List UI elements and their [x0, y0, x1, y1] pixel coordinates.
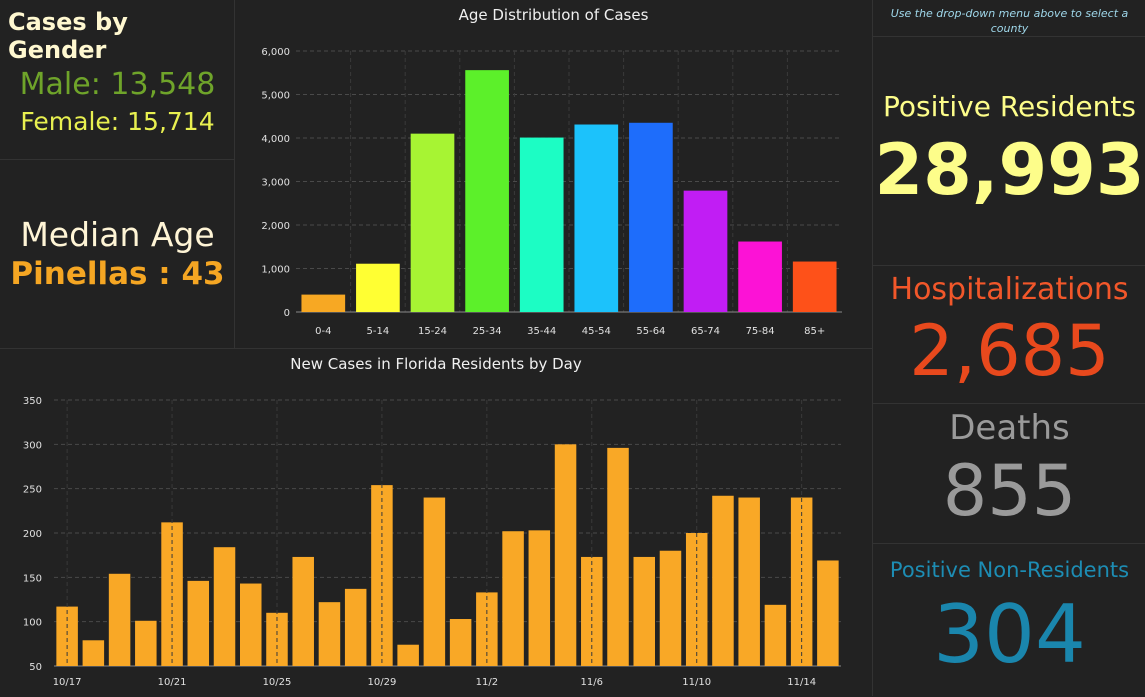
age-bar	[792, 261, 837, 312]
age-xtick-label: 15-24	[418, 326, 447, 337]
stats-panel: Use the drop-down menu above to select a…	[872, 0, 1145, 696]
age-bar	[410, 133, 455, 312]
age-xtick-label: 65-74	[691, 326, 720, 337]
daily-xtick-label: 10/25	[263, 677, 292, 688]
age-ytick-label: 2,000	[261, 221, 290, 232]
daily-bar	[161, 522, 183, 666]
non-residents-label: Positive Non-Residents	[889, 558, 1130, 582]
daily-bar	[56, 606, 78, 666]
daily-bar	[607, 447, 629, 666]
age-xtick-label: 5-14	[367, 326, 390, 337]
age-xtick-label: 85+	[804, 326, 825, 337]
hospitalizations-card: Hospitalizations 2,685	[873, 266, 1145, 404]
daily-xtick-label: 11/10	[682, 677, 711, 688]
daily-bar	[292, 556, 314, 666]
daily-bar	[528, 530, 551, 666]
age-bar	[465, 70, 509, 312]
daily-bar	[213, 547, 236, 666]
daily-bar	[423, 497, 446, 666]
gender-title: Cases by Gender	[8, 8, 128, 64]
daily-bar	[397, 644, 419, 666]
positive-residents-card: Positive Residents 28,993	[873, 37, 1145, 266]
daily-bar	[476, 592, 498, 666]
male-count: Male: 13,548	[19, 67, 216, 102]
age-ytick-label: 3,000	[261, 178, 290, 189]
daily-bar	[659, 550, 682, 666]
non-residents-value: 304	[933, 588, 1086, 681]
daily-xtick-label: 10/21	[158, 677, 187, 688]
daily-bar	[502, 531, 524, 666]
median-age-label: Median Age	[20, 215, 215, 254]
daily-bar	[712, 495, 734, 666]
daily-bar	[790, 497, 813, 666]
county-hint: Use the drop-down menu above to select a…	[873, 0, 1145, 37]
age-distribution-chart: 0 1,000 2,000 3,000 4,000 5,000 6,000 0-4 5-14 15…	[261, 47, 842, 337]
daily-bar	[554, 444, 577, 666]
deaths-label: Deaths	[949, 408, 1070, 448]
daily-bar	[108, 573, 131, 666]
daily-ytick-label: 200	[23, 529, 42, 540]
non-residents-card: Positive Non-Residents 304	[873, 544, 1145, 696]
median-age-value: Pinellas : 43	[10, 256, 225, 292]
daily-ytick-label: 300	[23, 440, 42, 451]
daily-xtick-label: 10/17	[53, 677, 82, 688]
age-xtick-label: 55-64	[636, 326, 665, 337]
age-xtick-label: 35-44	[527, 326, 556, 337]
daily-xtick-label: 10/29	[368, 677, 397, 688]
positive-residents-value: 28,993	[874, 129, 1145, 211]
age-bar	[683, 190, 728, 312]
deaths-value: 855	[942, 450, 1077, 532]
daily-bar	[239, 583, 262, 666]
daily-bar	[344, 588, 367, 666]
age-bar	[738, 241, 782, 312]
age-bar	[629, 122, 673, 313]
female-count: Female: 15,714	[20, 107, 215, 136]
age-distribution-panel: Age Distribution of Cases 0 1,000 2,000 3,0…	[235, 0, 872, 348]
daily-bar	[135, 620, 157, 666]
age-ytick-label: 1,000	[261, 265, 290, 276]
daily-ytick-label: 150	[23, 573, 42, 584]
daily-bar	[633, 556, 656, 666]
age-bar	[301, 294, 346, 312]
age-bar	[574, 124, 619, 312]
daily-bar	[449, 619, 472, 666]
age-xtick-label: 75-84	[746, 326, 775, 337]
age-chart-title: Age Distribution of Cases	[458, 6, 649, 24]
age-ytick-label: 6,000	[261, 47, 290, 58]
age-xtick-label: 25-34	[473, 326, 502, 337]
median-age-panel: Median Age Pinellas : 43	[0, 160, 235, 348]
positive-residents-label: Positive Residents	[883, 90, 1136, 123]
age-xtick-label: 0-4	[315, 326, 331, 337]
daily-xtick-label: 11/14	[787, 677, 816, 688]
daily-ytick-label: 250	[23, 485, 42, 496]
daily-ytick-label: 100	[23, 618, 42, 629]
age-xtick-label: 45-54	[582, 326, 611, 337]
deaths-card: Deaths 855	[873, 404, 1145, 544]
gender-panel: Cases by Gender Male: 13,548 Female: 15,…	[0, 0, 235, 160]
daily-ytick-label: 50	[29, 662, 42, 673]
daily-bar	[738, 497, 760, 666]
daily-cases-panel: New Cases in Florida Residents by Day 50…	[0, 348, 872, 696]
daily-chart-title: New Cases in Florida Residents by Day	[290, 355, 582, 373]
daily-bar	[817, 560, 839, 666]
daily-ytick-label: 350	[23, 396, 42, 407]
daily-bar	[82, 640, 105, 666]
daily-bar	[187, 580, 210, 666]
daily-bar	[318, 602, 341, 666]
daily-bar	[764, 604, 787, 666]
age-ytick-label: 5,000	[261, 91, 290, 102]
daily-xtick-label: 11/6	[581, 677, 603, 688]
age-bar	[356, 263, 400, 312]
daily-xtick-label: 11/2	[476, 677, 498, 688]
age-ytick-label: 0	[284, 308, 290, 319]
age-ytick-label: 4,000	[261, 134, 290, 145]
hospitalizations-value: 2,685	[909, 310, 1110, 392]
age-bar	[519, 137, 564, 312]
daily-cases-chart: 50 100 150 200 250 300 350 10/17 10/21 10/25 10/29…	[23, 396, 841, 688]
hospitalizations-label: Hospitalizations	[890, 272, 1129, 307]
